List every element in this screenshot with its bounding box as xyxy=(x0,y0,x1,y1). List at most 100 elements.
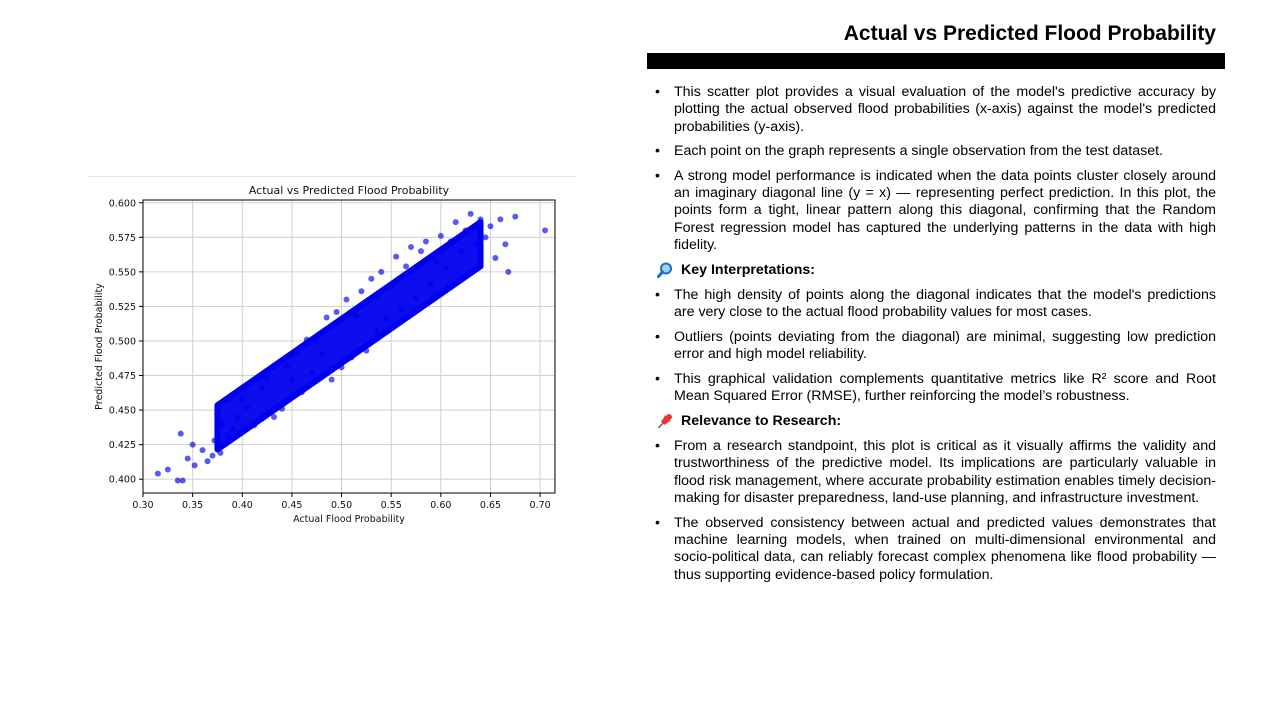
scatter-point xyxy=(251,422,258,429)
scatter-point xyxy=(343,296,350,303)
relevance-heading: Relevance to Research: xyxy=(657,413,1216,430)
scatter-point xyxy=(457,248,464,255)
scatter-point xyxy=(437,232,444,239)
scatter-point xyxy=(353,313,360,320)
scatter-point xyxy=(363,347,370,354)
y-tick-label: 0.575 xyxy=(109,233,136,244)
scatter-point xyxy=(239,396,246,403)
bullet-item: • A strong model performance is indicated… xyxy=(655,168,1216,255)
y-tick-label: 0.425 xyxy=(109,440,136,451)
bullet-item: • Each point on the graph represents a si… xyxy=(655,143,1216,160)
chart-title: Actual vs Predicted Flood Probability xyxy=(249,184,450,197)
dense-point-cloud xyxy=(214,219,484,453)
scatter-point xyxy=(427,281,434,288)
chart-top-divider xyxy=(88,176,575,177)
scatter-point xyxy=(189,441,196,448)
bullet-item: • The observed consistency between actual… xyxy=(655,515,1216,585)
scatter-point xyxy=(408,243,415,250)
scatter-point xyxy=(512,213,519,220)
relevance-bullets: • From a research standpoint, this plot i… xyxy=(655,438,1216,584)
scatter-point xyxy=(318,351,325,358)
scatter-point xyxy=(191,462,198,469)
scatter-point xyxy=(447,238,454,245)
scatter-point xyxy=(177,430,184,437)
text-panel: • This scatter plot provides a visual eva… xyxy=(655,84,1216,591)
scatter-point xyxy=(293,347,300,354)
scatter-point xyxy=(234,413,241,420)
scatter-point xyxy=(368,275,375,282)
scatter-point xyxy=(219,420,226,427)
scatter-point xyxy=(288,376,295,383)
scatter-point xyxy=(492,255,499,262)
x-tick-label: 0.65 xyxy=(480,500,501,511)
x-tick-label: 0.40 xyxy=(232,500,253,511)
scatter-point xyxy=(199,447,206,454)
x-tick-label: 0.35 xyxy=(182,500,203,511)
bullet-item: • The high density of points along the di… xyxy=(655,287,1216,322)
y-tick-label: 0.525 xyxy=(109,302,136,313)
scatter-point xyxy=(413,295,420,302)
scatter-point xyxy=(333,308,340,315)
x-axis-label: Actual Flood Probability xyxy=(293,514,405,525)
bullet-dot: • xyxy=(655,167,660,184)
scatter-point xyxy=(211,437,218,444)
scatter-point xyxy=(278,405,285,412)
title-bar xyxy=(647,53,1225,69)
scatter-point xyxy=(505,268,512,275)
scatter-point xyxy=(373,328,380,335)
x-tick-label: 0.55 xyxy=(381,500,402,511)
bullet-text: Each point on the graph represents a sin… xyxy=(674,143,1163,160)
y-tick-label: 0.450 xyxy=(109,406,136,417)
scatter-point xyxy=(204,458,211,465)
scatter-point xyxy=(452,219,459,226)
pushpin-icon xyxy=(657,413,675,429)
scatter-chart: 0.30 0.35 0.40 0.45 0.50 0.55 0.60 0.65 0.70 0.40… xyxy=(88,176,575,546)
scatter-point xyxy=(502,241,509,248)
bullet-text: Outliers (points deviating from the diag… xyxy=(674,328,1216,363)
scatter-point xyxy=(283,362,290,369)
y-tick-label: 0.600 xyxy=(109,198,136,209)
key-interpretations-heading: Key Interpretations: xyxy=(657,262,1216,279)
bullet-dot: • xyxy=(655,437,660,454)
scatter-point xyxy=(432,257,439,264)
scatter-point xyxy=(542,227,549,234)
scatter-point xyxy=(398,306,405,313)
key-interpretations-label: Key Interpretations: xyxy=(681,261,816,278)
bullet-text: This graphical validation complements qu… xyxy=(674,370,1216,405)
scatter-point xyxy=(323,314,330,321)
bullet-text: This scatter plot provides a visual eval… xyxy=(674,84,1216,135)
scatter-point xyxy=(482,234,489,241)
x-tick-label: 0.30 xyxy=(132,500,153,511)
y-axis-label: Predicted Flood Probability xyxy=(94,283,105,410)
scatter-point xyxy=(244,404,251,411)
scatter-point xyxy=(388,284,395,291)
scatter-point xyxy=(487,223,494,230)
y-tick-label: 0.475 xyxy=(109,371,136,382)
scatter-point xyxy=(184,455,191,462)
bullet-text: A strong model performance is indicated … xyxy=(674,167,1216,254)
scatter-point xyxy=(358,288,365,295)
key-interpretations-bullets: • The high density of points along the di… xyxy=(655,287,1216,405)
x-tick-label: 0.60 xyxy=(430,500,451,511)
scatter-point xyxy=(298,389,305,396)
scatter-point xyxy=(393,253,400,260)
y-tick-label: 0.500 xyxy=(109,336,136,347)
x-tick-label: 0.50 xyxy=(331,500,352,511)
scatter-point xyxy=(271,413,278,420)
scatter-point xyxy=(217,449,224,456)
scatter-point xyxy=(154,470,161,477)
bullet-dot: • xyxy=(655,370,660,387)
bullet-dot: • xyxy=(655,143,660,160)
plot-frame xyxy=(142,199,556,494)
chart-canvas: 0.30 0.35 0.40 0.45 0.50 0.55 0.60 0.65 0.70 0.40… xyxy=(94,184,556,525)
scatter-point xyxy=(229,426,236,433)
scatter-point xyxy=(209,452,216,459)
scatter-point xyxy=(164,466,171,473)
bullet-text: From a research standpoint, this plot is… xyxy=(674,437,1216,507)
bullet-dot: • xyxy=(655,328,660,345)
y-tick-label: 0.400 xyxy=(109,475,136,486)
relevance-label: Relevance to Research: xyxy=(681,412,842,429)
scatter-point xyxy=(264,373,271,380)
bullet-dot: • xyxy=(655,514,660,531)
bullet-item: • Outliers (points deviating from the dia… xyxy=(655,329,1216,364)
